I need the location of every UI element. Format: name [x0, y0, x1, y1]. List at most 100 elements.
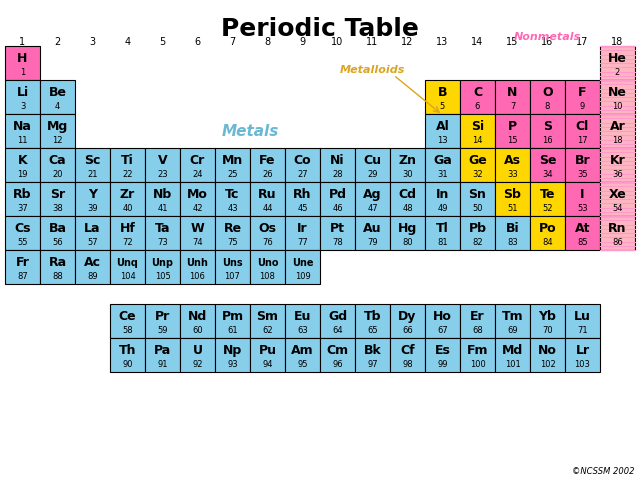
Text: Metals: Metals: [221, 123, 278, 139]
Bar: [110, 250, 145, 284]
Text: Yb: Yb: [539, 311, 556, 324]
Bar: [75, 216, 110, 250]
Text: 78: 78: [332, 238, 343, 247]
Text: 34: 34: [542, 170, 553, 179]
Text: 40: 40: [122, 204, 132, 213]
Text: 95: 95: [297, 360, 308, 369]
Bar: [180, 250, 215, 284]
Text: 36: 36: [612, 170, 623, 179]
Text: 54: 54: [612, 204, 623, 213]
Text: Si: Si: [471, 120, 484, 133]
Text: P: P: [508, 120, 517, 133]
Bar: [600, 216, 635, 250]
Text: Ta: Ta: [155, 222, 170, 235]
Bar: [460, 182, 495, 216]
Text: 21: 21: [87, 170, 98, 179]
Text: Zr: Zr: [120, 189, 135, 202]
Text: 79: 79: [367, 238, 378, 247]
Text: O: O: [542, 86, 553, 99]
Text: I: I: [580, 189, 585, 202]
Text: Br: Br: [575, 155, 590, 168]
Text: Pb: Pb: [468, 222, 486, 235]
Text: Kr: Kr: [610, 155, 625, 168]
Text: 57: 57: [87, 238, 98, 247]
Text: Ho: Ho: [433, 311, 452, 324]
Text: 81: 81: [437, 238, 448, 247]
Bar: [110, 148, 145, 182]
Text: 22: 22: [122, 170, 132, 179]
Text: Ne: Ne: [608, 86, 627, 99]
Bar: [495, 216, 530, 250]
Text: Tb: Tb: [364, 311, 381, 324]
Text: 107: 107: [225, 272, 241, 281]
Bar: [425, 182, 460, 216]
Bar: [40, 182, 75, 216]
Text: 5: 5: [440, 102, 445, 111]
Text: Ca: Ca: [49, 155, 67, 168]
Text: Ni: Ni: [330, 155, 345, 168]
Bar: [145, 250, 180, 284]
Text: 100: 100: [470, 360, 485, 369]
Bar: [145, 338, 180, 372]
Text: Pm: Pm: [221, 311, 244, 324]
Text: 65: 65: [367, 326, 378, 335]
Bar: [530, 216, 565, 250]
Bar: [425, 338, 460, 372]
Text: 77: 77: [297, 238, 308, 247]
Text: 86: 86: [612, 238, 623, 247]
Text: 19: 19: [17, 170, 28, 179]
Bar: [425, 304, 460, 338]
Bar: [390, 338, 425, 372]
Text: 66: 66: [402, 326, 413, 335]
Text: 29: 29: [367, 170, 378, 179]
Bar: [530, 304, 565, 338]
Bar: [285, 216, 320, 250]
Text: 33: 33: [507, 170, 518, 179]
Text: Os: Os: [259, 222, 276, 235]
Bar: [495, 182, 530, 216]
Bar: [565, 182, 600, 216]
Text: Rb: Rb: [13, 189, 32, 202]
Bar: [320, 216, 355, 250]
Bar: [390, 216, 425, 250]
Text: 70: 70: [542, 326, 553, 335]
Bar: [110, 338, 145, 372]
Text: Ge: Ge: [468, 155, 487, 168]
Text: Metalloids: Metalloids: [340, 65, 405, 75]
Text: 98: 98: [402, 360, 413, 369]
Bar: [285, 304, 320, 338]
Text: 108: 108: [260, 272, 275, 281]
Bar: [495, 338, 530, 372]
Text: 92: 92: [192, 360, 203, 369]
Text: Th: Th: [119, 345, 136, 358]
Text: Gd: Gd: [328, 311, 347, 324]
Text: Np: Np: [223, 345, 242, 358]
Text: 7: 7: [510, 102, 515, 111]
Text: Xe: Xe: [609, 189, 627, 202]
Text: 85: 85: [577, 238, 588, 247]
Text: F: F: [579, 86, 587, 99]
Text: 109: 109: [294, 272, 310, 281]
Text: 91: 91: [157, 360, 168, 369]
Bar: [285, 182, 320, 216]
Bar: [5, 148, 40, 182]
Text: 9: 9: [580, 102, 585, 111]
Text: Ru: Ru: [259, 189, 276, 202]
Text: Co: Co: [294, 155, 311, 168]
Bar: [40, 80, 75, 114]
Text: 103: 103: [575, 360, 591, 369]
Text: Ac: Ac: [84, 256, 101, 269]
Text: Fe: Fe: [259, 155, 276, 168]
Text: Am: Am: [291, 345, 314, 358]
Bar: [145, 182, 180, 216]
Text: 11: 11: [17, 136, 28, 145]
Text: 35: 35: [577, 170, 588, 179]
Text: La: La: [84, 222, 100, 235]
Text: 18: 18: [611, 37, 623, 47]
Text: 12: 12: [401, 37, 413, 47]
Text: 104: 104: [120, 272, 136, 281]
Bar: [565, 216, 600, 250]
Bar: [320, 338, 355, 372]
Text: 52: 52: [542, 204, 553, 213]
Bar: [40, 114, 75, 148]
